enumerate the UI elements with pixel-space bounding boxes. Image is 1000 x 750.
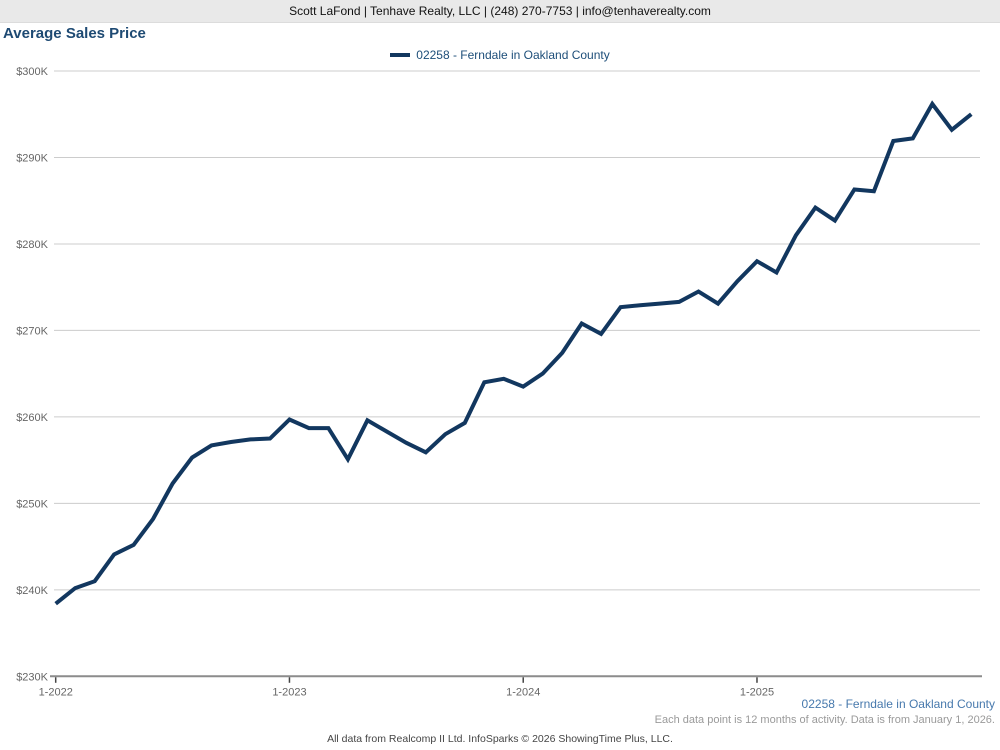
y-axis-labels: $230K $240K $250K $260K $270K $280K $290K $300K	[16, 66, 48, 683]
gridlines	[50, 70, 982, 678]
legend-series-label: 02258 - Ferndale in Oakland County	[416, 48, 610, 62]
footer-attribution: All data from Realcomp II Ltd. InfoSpark…	[327, 733, 673, 745]
y-tick-label: $240K	[16, 585, 48, 597]
x-tick-label: 1-2024	[506, 686, 540, 698]
contact-bar: Scott LaFond | Tenhave Realty, LLC | (24…	[0, 0, 1000, 23]
x-tick-label: 1-2025	[740, 686, 774, 698]
y-tick-label: $280K	[16, 239, 48, 251]
y-tick-label: $260K	[16, 412, 48, 424]
y-tick-label: $300K	[16, 66, 48, 78]
y-tick-label: $270K	[16, 325, 48, 337]
y-tick-label: $290K	[16, 152, 48, 164]
footer-series-label: 02258 - Ferndale in Oakland County	[801, 697, 995, 711]
footer-data-note: Each data point is 12 months of activity…	[654, 714, 995, 726]
x-tick-label: 1-2022	[39, 686, 73, 698]
series-line	[54, 100, 973, 606]
y-tick-label: $230K	[16, 671, 48, 683]
page-title: Average Sales Price	[3, 25, 146, 42]
x-axis-labels: 1-2022 1-2023 1-2024 1-2025	[39, 677, 774, 698]
legend-line-swatch-icon	[390, 53, 411, 57]
y-tick-label: $250K	[16, 498, 48, 510]
chart-legend: 02258 - Ferndale in Oakland County	[0, 47, 1000, 63]
x-tick-label: 1-2023	[272, 686, 306, 698]
